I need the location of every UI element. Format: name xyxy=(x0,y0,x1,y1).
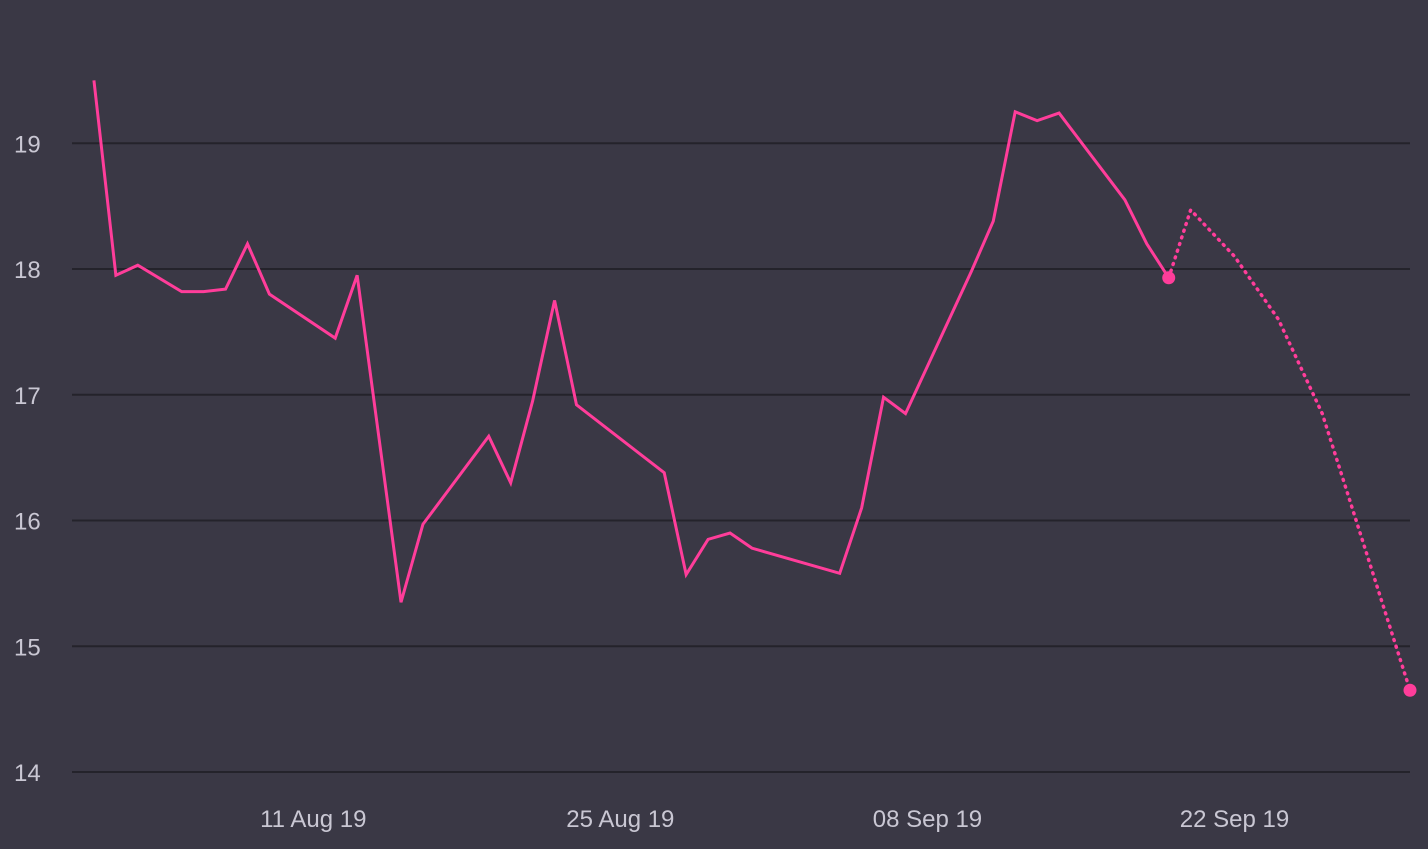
x-axis-ticks: 11 Aug 19 25 Aug 19 08 Sep 19 22 Sep 19 xyxy=(260,806,1289,833)
series-lines xyxy=(92,80,1412,693)
y-tick-label: 18 xyxy=(14,257,41,284)
y-tick-label: 14 xyxy=(14,760,41,787)
forecast-end-marker xyxy=(1403,683,1417,697)
series-markers xyxy=(1162,271,1417,697)
x-tick-label: 08 Sep 19 xyxy=(873,806,982,833)
x-tick-label: 11 Aug 19 xyxy=(260,806,366,833)
actual-end-marker xyxy=(1162,271,1176,285)
y-tick-label: 19 xyxy=(14,131,41,158)
grid-lines xyxy=(72,142,1410,773)
y-tick-label: 17 xyxy=(14,383,41,410)
y-axis-ticks: 14 15 16 17 18 19 xyxy=(14,131,41,787)
y-tick-label: 15 xyxy=(14,634,41,661)
x-tick-label: 22 Sep 19 xyxy=(1180,806,1289,833)
actual-series-line xyxy=(92,80,1170,603)
y-tick-label: 16 xyxy=(14,509,41,536)
forecast-series-line xyxy=(1166,206,1412,693)
x-tick-label: 25 Aug 19 xyxy=(566,806,674,833)
